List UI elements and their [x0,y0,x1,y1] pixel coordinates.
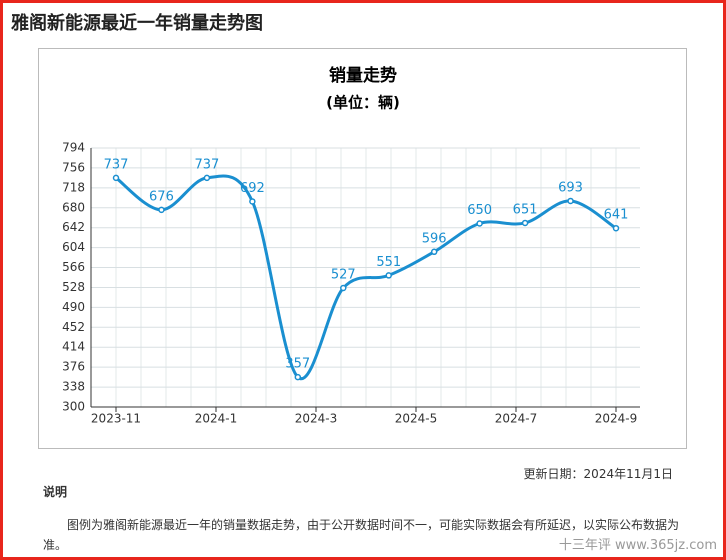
chart: 销量走势 (单位：辆) 300 338 376 414 452 490 528 566 604 6… [38,48,687,449]
data-label: 551 [376,255,401,270]
point [521,219,529,227]
y-tick-label: 414 [62,340,85,354]
note-text: 图例为雅阁新能源最近一年的销量数据走势，由于公开数据时间不一，可能实际数据会有所… [43,518,680,552]
data-label: 357 [285,357,310,372]
y-tick-label: 338 [62,380,85,394]
point [249,198,256,205]
y-tick-label: 528 [62,280,85,294]
x-tick-label: 2024-3 [295,412,338,426]
watermark: 十三年评 www.365jz.com [558,538,717,553]
y-tick-label: 376 [62,360,85,374]
point [294,373,302,381]
point [612,224,620,232]
y-tick-label: 642 [62,220,85,234]
y-tick-label: 756 [62,160,85,174]
point [476,220,483,227]
point [385,272,392,279]
x-tick-label: 2023-11 [91,412,141,426]
point [203,174,211,182]
x-tick-label: 2024-5 [395,412,438,426]
point [158,206,165,214]
point [430,248,438,256]
data-label: 676 [149,189,174,204]
page-title: 雅阁新能源最近一年销量走势图 [11,13,263,34]
y-tick-label: 604 [62,240,85,254]
point [567,197,574,205]
chart-frame [38,48,687,449]
y-tick-label: 490 [62,300,85,314]
data-label: 651 [513,202,538,217]
data-label: 692 [240,181,265,196]
chart-subtitle: (单位：辆) [326,94,400,112]
x-tick-label: 2024-7 [495,412,538,426]
note-heading: 说明 [43,485,68,499]
x-tick-label: 2024-9 [595,412,638,426]
point [340,284,347,292]
y-tick-label: 566 [62,260,85,274]
data-label: 641 [604,208,629,223]
data-label: 737 [104,157,129,172]
y-tick-label: 794 [62,141,85,155]
y-tick-label: 300 [62,400,85,414]
update-date: 更新日期：2024年11月1日 [523,467,673,481]
data-label: 737 [194,157,219,172]
data-label: 650 [467,203,492,218]
chart-title: 销量走势 [329,65,397,86]
x-tick-label: 2024-1 [195,412,238,426]
point [112,174,120,182]
data-label: 596 [422,231,447,246]
y-tick-label: 680 [62,200,85,214]
y-tick-label: 452 [62,320,85,334]
y-tick-label: 718 [62,180,85,194]
data-label: 693 [558,180,583,195]
data-label: 527 [331,267,356,282]
